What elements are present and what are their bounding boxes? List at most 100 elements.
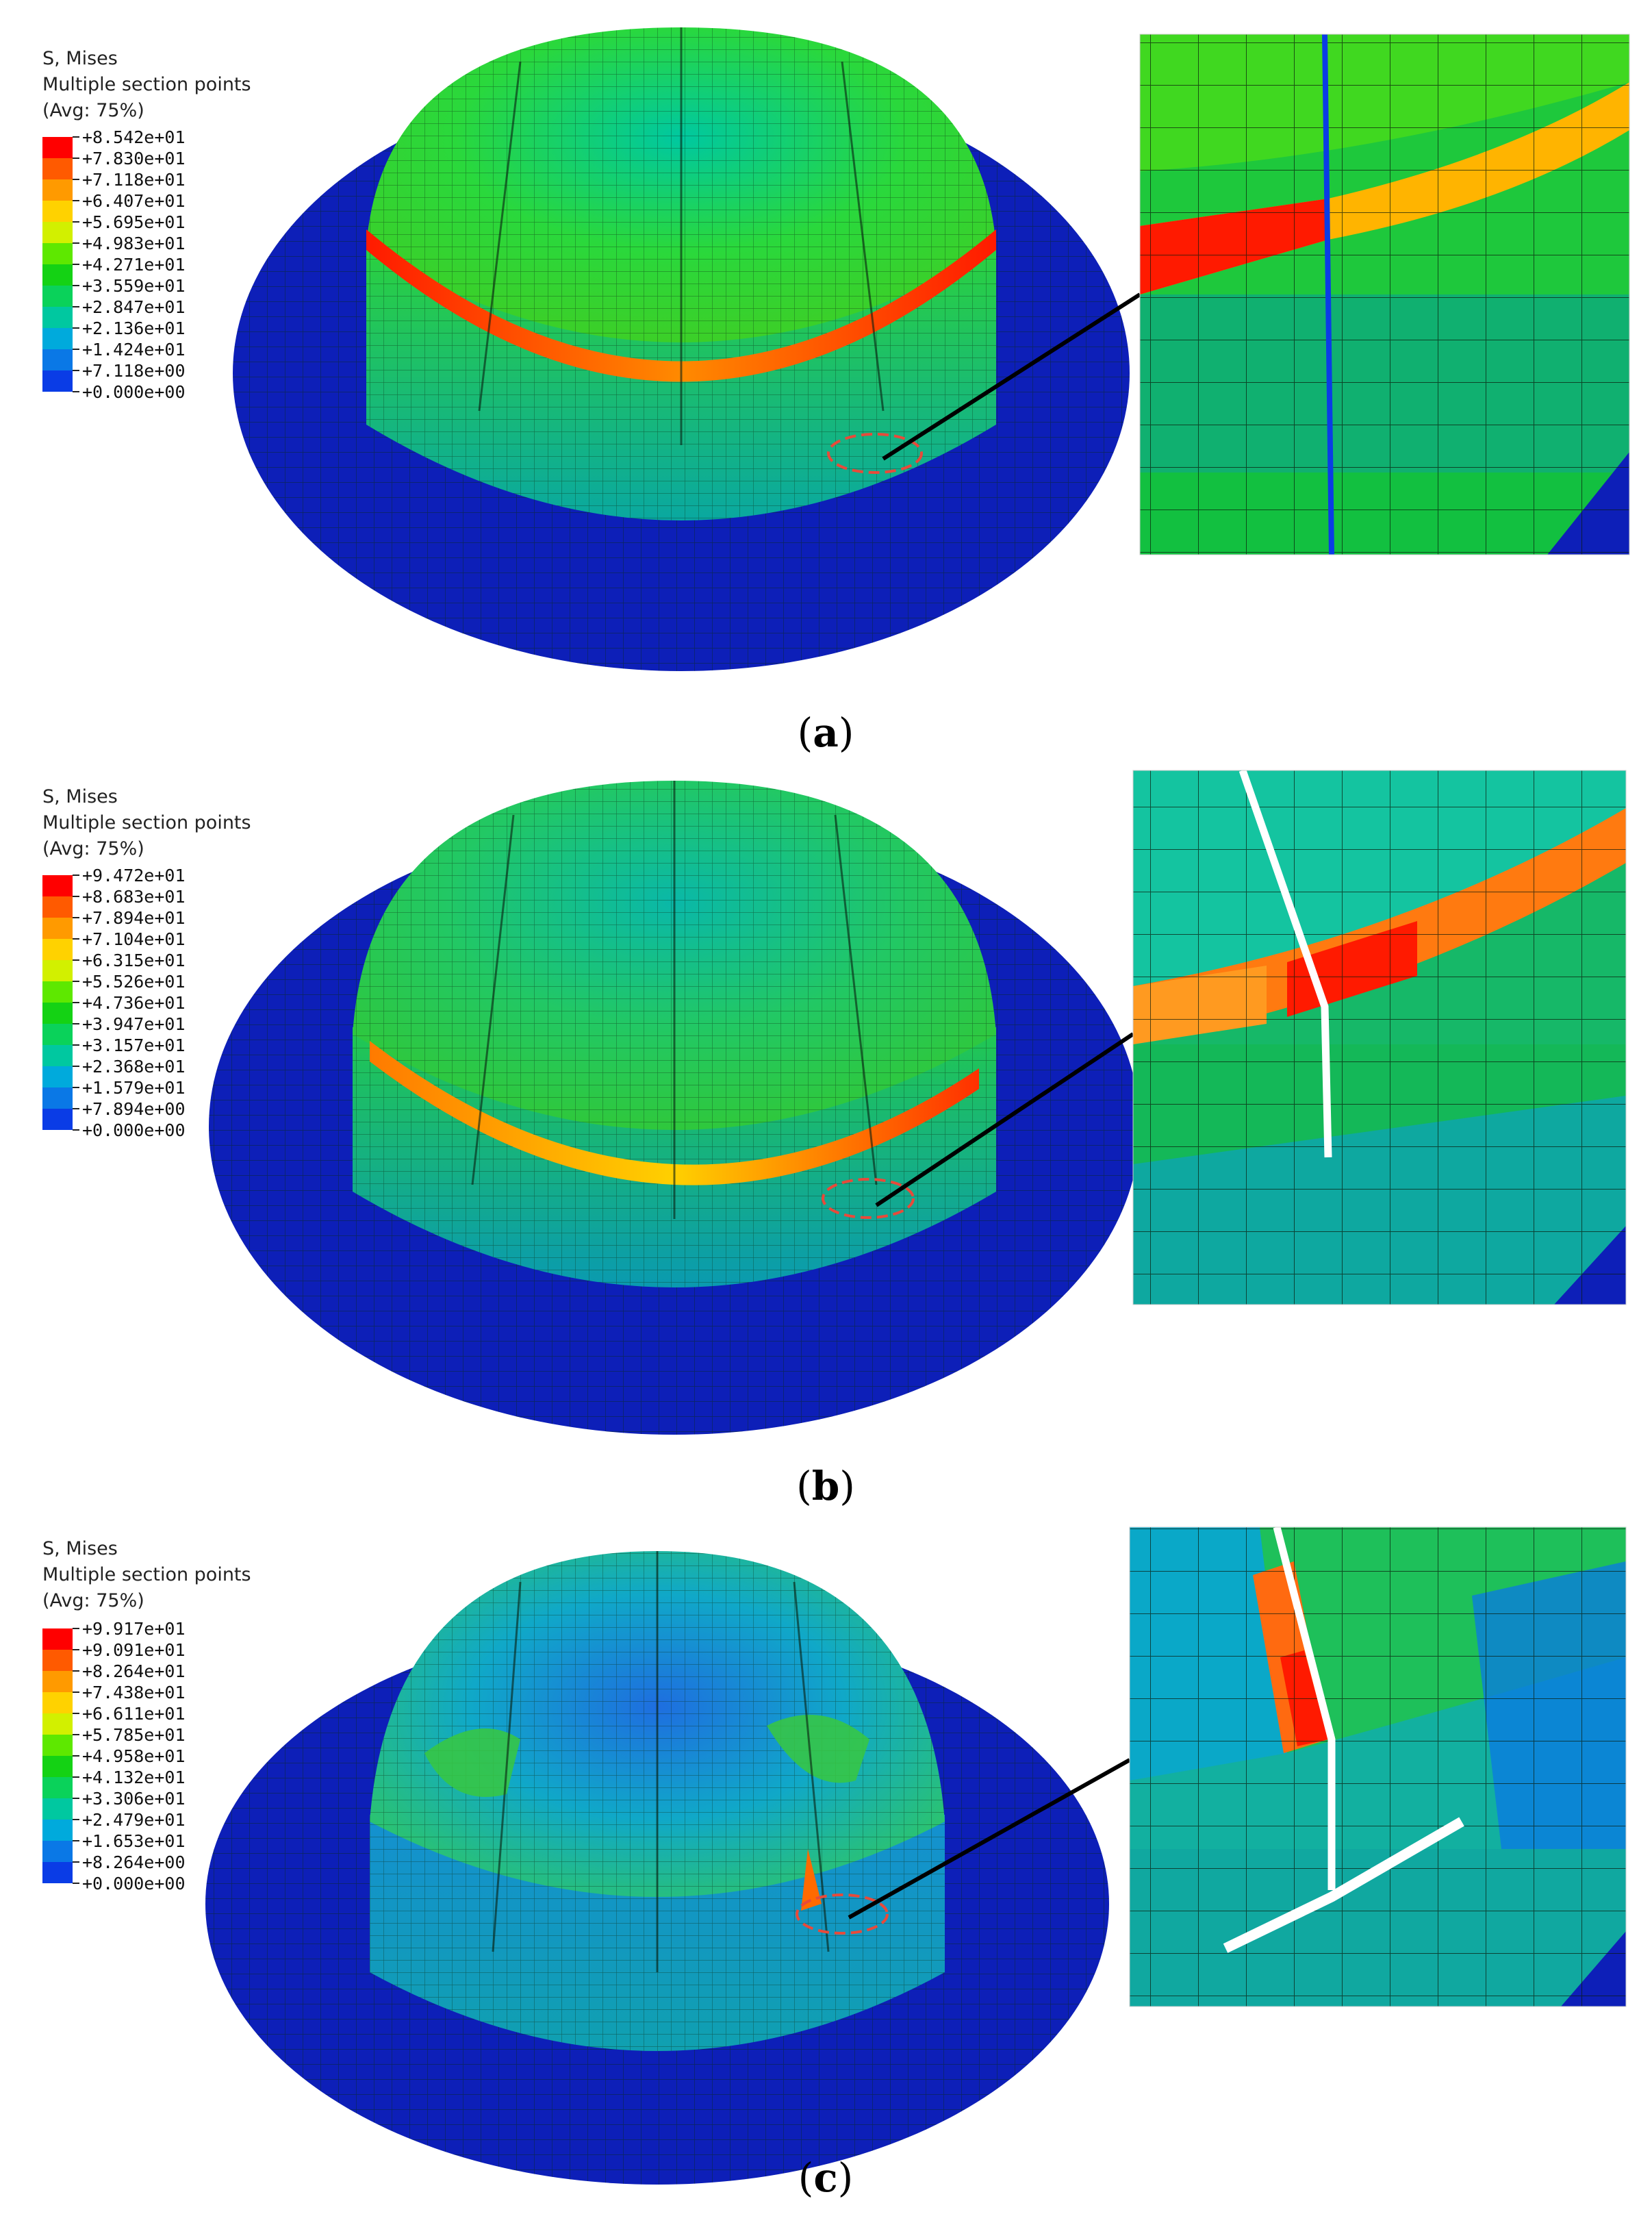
legend-value-a-6: +4.271e+01: [82, 255, 186, 275]
legend-value-b-7: +3.947e+01: [82, 1014, 186, 1034]
legend-swatch-a-7: [42, 286, 73, 307]
legend-swatch-c-9: [42, 1820, 73, 1841]
legend-value-c-10: +1.653e+01: [82, 1831, 186, 1851]
legend-swatch-c-10: [42, 1841, 73, 1862]
legend-c: S, Mises Multiple section points (Avg: 7…: [42, 1538, 251, 1894]
legend-colorbar-b: +9.472e+01 +8.683e+01+7.894e+01+7.104e+01…: [42, 866, 186, 1140]
legend-value-a-12: +0.000e+00: [82, 382, 186, 402]
legend-swatch-b-6: [42, 1003, 73, 1024]
legend-value-a-9: +2.136e+01: [82, 318, 186, 338]
legend-value-c-2: +8.264e+01: [82, 1661, 186, 1681]
legend-swatch-b-9: [42, 1066, 73, 1087]
legend-swatch-b-4: [42, 960, 73, 981]
legend-value-c-0: +9.917e+01: [82, 1619, 186, 1639]
legend-value-c-7: +4.132e+01: [82, 1768, 186, 1787]
legend-swatch-b-1: [42, 896, 73, 918]
callout-line-c: [848, 1758, 1131, 1920]
legend-title-a: S, Mises: [42, 48, 118, 69]
legend-swatch-c-8: [42, 1798, 73, 1820]
zoom-inset-b: [1132, 769, 1627, 1305]
caption-b: (b): [796, 1463, 855, 1509]
legend-swatch-c-0: [42, 1628, 73, 1650]
legend-title-c: S, Mises: [42, 1538, 118, 1559]
legend-value-c-5: +5.785e+01: [82, 1725, 186, 1745]
legend-avg-c: (Avg: 75%): [42, 1590, 144, 1611]
highlight-circle-c: [796, 1894, 889, 1935]
legend-value-b-0: +9.472e+01: [82, 866, 186, 885]
legend-value-b-10: +1.579e+01: [82, 1078, 186, 1098]
fe-model-a: [233, 27, 1141, 671]
legend-value-c-8: +3.306e+01: [82, 1789, 186, 1809]
legend-value-c-3: +7.438e+01: [82, 1683, 186, 1702]
zoom-inset-c: [1129, 1526, 1627, 2007]
panel-c: S, Mises Multiple section points (Avg: 7…: [42, 1526, 1627, 2201]
legend-swatch-a-10: [42, 349, 73, 370]
legend-swatch-c-5: [42, 1735, 73, 1756]
legend-swatch-a-1: [42, 158, 73, 179]
highlight-circle-a: [827, 433, 923, 474]
legend-swatch-c-6: [42, 1756, 73, 1777]
legend-swatch-b-10: [42, 1087, 73, 1109]
crack-c: [1223, 1817, 1464, 1953]
stress-band-a: [366, 229, 996, 382]
weld-seam-a: [1322, 34, 1334, 555]
legend-value-a-2: +7.118e+01: [82, 170, 186, 190]
legend-avg-a: (Avg: 75%): [42, 100, 144, 121]
legend-value-a-11: +7.118e+00: [82, 361, 186, 381]
legend-value-b-11: +7.894e+00: [82, 1099, 186, 1119]
legend-value-b-9: +2.368e+01: [82, 1057, 186, 1077]
panel-b: S, Mises Multiple section points (Avg: 7…: [42, 769, 1627, 1509]
legend-value-c-1: +9.091e+01: [82, 1640, 186, 1660]
legend-value-a-7: +3.559e+01: [82, 276, 186, 296]
legend-swatch-c-11: [42, 1862, 73, 1883]
legend-a: S, Mises Multiple section points (Avg: 7…: [42, 48, 251, 402]
legend-colorbar-a: +8.542e+01 +7.830e+01 +7.118e+01+6.407e+01…: [42, 127, 186, 402]
caption-letter-a: a: [813, 709, 839, 756]
legend-value-c-9: +2.479e+01: [82, 1810, 186, 1830]
legend-value-b-6: +4.736e+01: [82, 993, 186, 1013]
fe-model-b: [209, 781, 1140, 1435]
legend-value-a-0: +8.542e+01: [82, 127, 186, 147]
legend-value-b-4: +6.315e+01: [82, 951, 186, 970]
legend-swatch-a-9: [42, 328, 73, 349]
panel-a: S, Mises Multiple section points (Avg: 7…: [42, 27, 1630, 756]
legend-swatch-a-2: [42, 179, 73, 201]
legend-swatch-a-8: [42, 307, 73, 328]
legend-swatch-a-11: [42, 370, 73, 392]
callout-line-b: [875, 1032, 1134, 1207]
caption-letter-b: b: [812, 1463, 840, 1509]
legend-swatch-c-4: [42, 1713, 73, 1735]
legend-swatch-a-4: [42, 222, 73, 243]
legend-value-c-4: +6.611e+01: [82, 1704, 186, 1724]
legend-value-b-3: +7.104e+01: [82, 929, 186, 949]
legend-swatch-c-7: [42, 1777, 73, 1798]
legend-swatch-a-0: [42, 137, 73, 158]
legend-subtitle-b: Multiple section points: [42, 812, 251, 833]
weld-gap-c: [1273, 1526, 1336, 1890]
legend-swatch-c-3: [42, 1692, 73, 1713]
legend-swatch-b-5: [42, 981, 73, 1003]
legend-b: S, Mises Multiple section points (Avg: 7…: [42, 786, 251, 1140]
legend-swatch-a-5: [42, 243, 73, 264]
caption-letter-c: c: [813, 2154, 837, 2201]
legend-swatch-b-3: [42, 939, 73, 960]
legend-swatch-b-7: [42, 1024, 73, 1045]
legend-value-a-4: +5.695e+01: [82, 212, 186, 232]
legend-subtitle-c: Multiple section points: [42, 1564, 251, 1585]
legend-value-b-1: +8.683e+01: [82, 887, 186, 907]
zoom-inset-a: [1139, 34, 1630, 555]
fe-model-c: [205, 1551, 1131, 2185]
legend-subtitle-a: Multiple section points: [42, 74, 251, 95]
legend-colorbar-c: +9.917e+01+9.091e+01+8.264e+01 +7.438e+01…: [42, 1619, 186, 1894]
legend-swatch-b-0: [42, 875, 73, 896]
legend-avg-b: (Avg: 75%): [42, 838, 144, 859]
legend-value-a-3: +6.407e+01: [82, 191, 186, 211]
legend-swatch-a-6: [42, 264, 73, 286]
legend-title-b: S, Mises: [42, 786, 118, 807]
legend-value-a-1: +7.830e+01: [82, 149, 186, 168]
callout-line-a: [882, 292, 1141, 461]
legend-swatch-b-2: [42, 918, 73, 939]
legend-value-b-12: +0.000e+00: [82, 1120, 186, 1140]
legend-value-a-10: +1.424e+01: [82, 340, 186, 360]
legend-swatch-c-1: [42, 1650, 73, 1671]
